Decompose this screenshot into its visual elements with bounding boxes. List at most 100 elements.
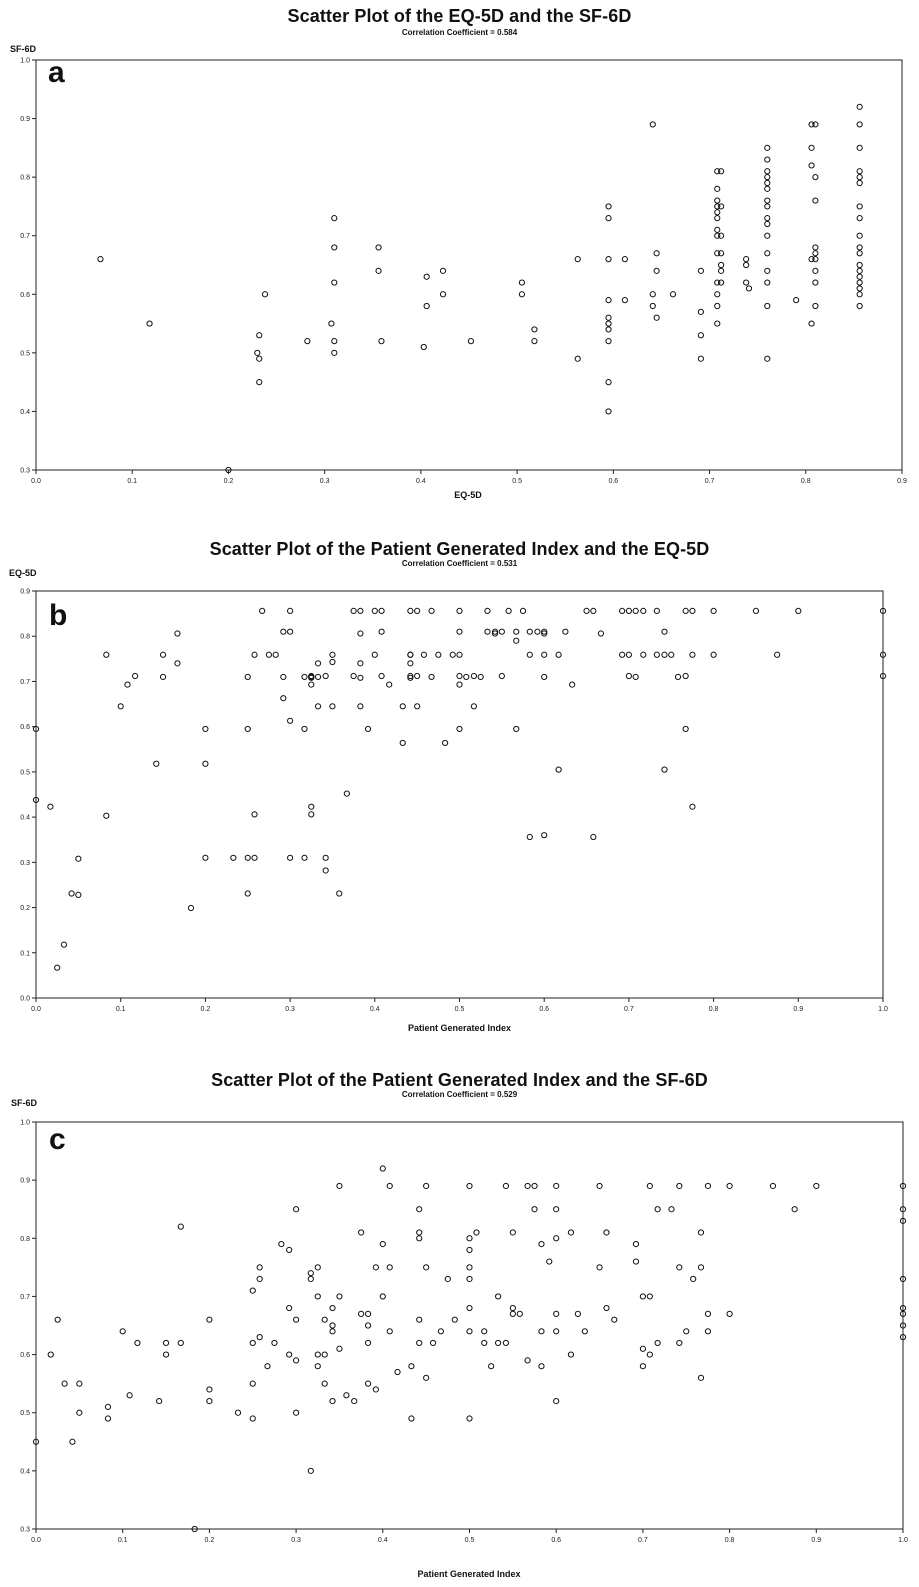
data-point [414,672,421,680]
data-point [321,1380,328,1387]
data-point [301,854,308,861]
data-point [54,964,61,971]
data-point [590,833,597,841]
data-point [513,637,520,644]
data-point [574,1310,581,1317]
data-point [329,1304,336,1312]
data-point [308,811,315,818]
data-point [61,1380,68,1387]
data-point [104,1415,112,1422]
data-point [605,408,612,415]
data-point [437,1328,444,1335]
data-point [358,1310,365,1317]
data-point [162,1351,170,1358]
data-point [329,1328,336,1335]
x-tick-label: 0.2 [205,1537,215,1544]
data-point [308,681,315,688]
data-point [596,1264,603,1271]
data-point [407,672,414,680]
data-point [68,890,75,897]
data-point [689,803,696,810]
y-tick-label: 0.7 [20,233,30,240]
data-point [541,832,548,839]
data-point [567,1351,575,1358]
data-point [477,673,484,681]
data-point [206,1386,213,1393]
data-point [97,256,104,263]
data-point [379,1165,386,1172]
data-point [590,607,597,614]
data-point [856,103,863,110]
data-point [553,1206,560,1213]
data-point [202,725,209,733]
data-point [603,1229,610,1236]
panel-a: Scatter Plot of the EQ-5D and the SF-6D … [0,0,919,500]
data-point [429,1339,437,1347]
y-tick-label: 0.5 [20,769,30,776]
data-point [812,302,819,310]
data-point [256,1264,263,1271]
data-point [375,267,382,274]
x-tick-label: 0.5 [455,1006,465,1013]
data-point [639,1345,647,1352]
data-point [372,1264,379,1271]
y-tick-label: 0.8 [20,634,30,641]
data-point [498,628,505,635]
data-point [745,285,753,292]
panel-letter: a [48,56,65,89]
data-point [526,833,533,841]
data-point [621,297,628,304]
data-point [153,760,160,767]
data-point [632,1241,640,1248]
data-point [714,232,721,239]
data-point [856,250,863,257]
data-point [416,1316,423,1323]
data-point [47,1351,54,1358]
data-point [322,854,329,861]
data-point [524,1357,531,1364]
data-point [466,1182,473,1190]
data-point [466,1235,473,1242]
data-point [856,203,863,210]
data-point [553,1328,560,1335]
data-point [596,1182,603,1190]
y-tick-label: 0.5 [20,350,30,357]
data-point [899,1310,907,1317]
data-point [764,144,771,151]
data-point [491,630,499,637]
data-point [286,1246,293,1254]
data-point [408,1363,415,1370]
y-tick-label: 0.3 [20,468,30,475]
data-point [519,607,527,614]
data-point [244,890,251,897]
data-point [307,1467,314,1474]
data-point [752,607,760,614]
chart-subtitle: Correlation Coefficient = 0.529 [401,1090,518,1099]
data-point [329,651,336,658]
data-point [710,607,717,614]
data-point [202,854,209,861]
data-point [124,681,131,688]
data-point [428,607,435,614]
data-point [574,355,581,362]
data-point [697,355,704,362]
data-point [812,121,819,128]
x-tick-label: 0.4 [370,1006,380,1013]
data-point [162,1339,170,1347]
x-tick-label: 0.0 [31,1537,41,1544]
data-point [899,1322,907,1329]
x-tick-label: 0.2 [224,478,234,485]
data-point [308,803,315,810]
x-tick-label: 0.7 [705,478,715,485]
panel-letter: b [49,599,68,632]
data-point [386,1264,393,1271]
data-point [764,168,771,175]
data-point [407,651,414,658]
data-point [653,250,660,257]
data-point [676,1264,683,1271]
data-point [206,1397,213,1405]
y-tick-label: 0.4 [20,1468,30,1475]
data-point [174,630,181,637]
data-point [856,273,863,280]
data-point [541,651,548,658]
